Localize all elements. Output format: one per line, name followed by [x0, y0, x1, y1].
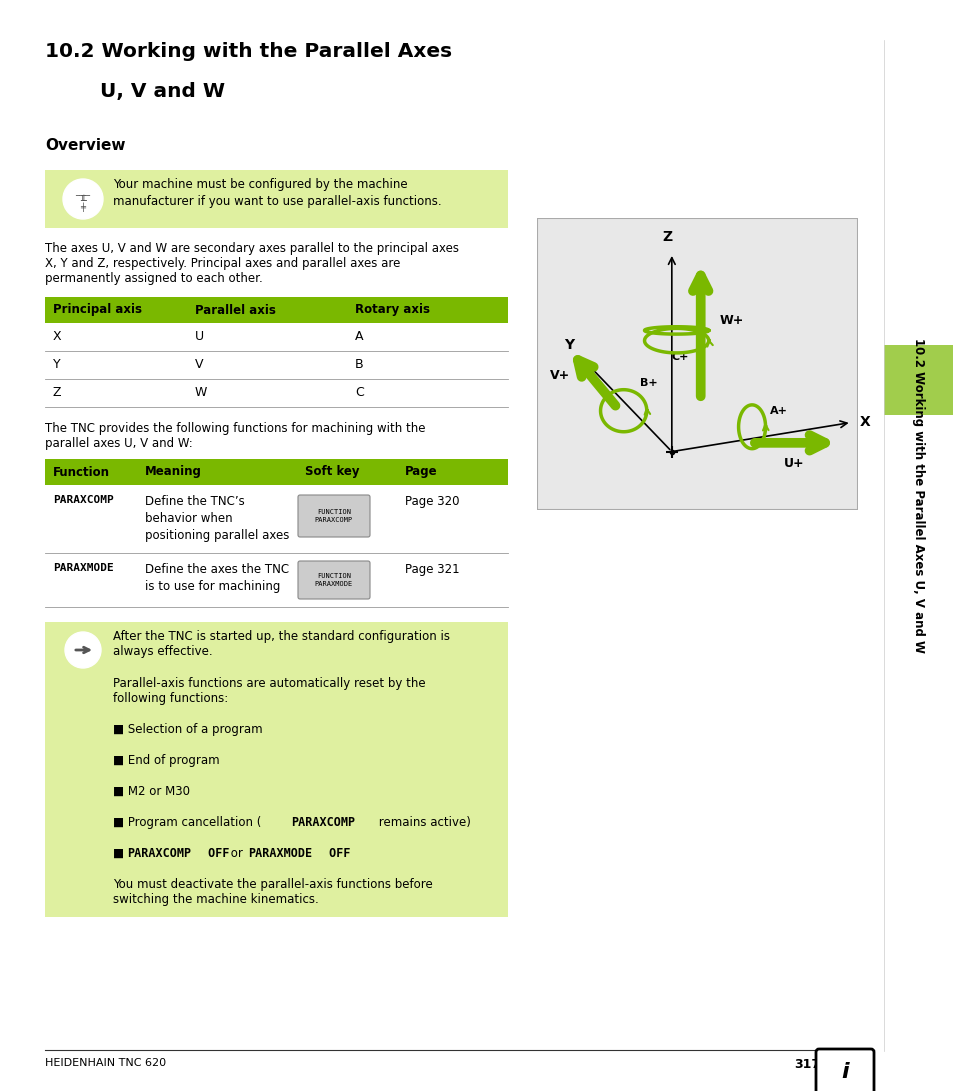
Text: Principal axis: Principal axis [53, 303, 142, 316]
Bar [45, 170, 507, 228]
Text: Soft key: Soft key [305, 466, 359, 479]
Text: U+: U+ [782, 457, 803, 470]
Text: ■ Selection of a program: ■ Selection of a program [112, 723, 262, 736]
Text: ■ M2 or M30: ■ M2 or M30 [112, 786, 190, 798]
Text: Function: Function [53, 466, 110, 479]
Text: Page 320: Page 320 [405, 495, 459, 508]
Text: B: B [355, 359, 363, 372]
Text: Define the axes the TNC
is to use for machining: Define the axes the TNC is to use for ma… [145, 563, 289, 594]
Text: HEIDENHAIN TNC 620: HEIDENHAIN TNC 620 [45, 1058, 166, 1068]
Text: OFF: OFF [322, 847, 350, 860]
Text: The axes U, V and W are secondary axes parallel to the principal axes: The axes U, V and W are secondary axes p… [45, 242, 458, 255]
Text: ─┬─: ─┬─ [75, 191, 91, 200]
FancyBboxPatch shape [815, 1050, 873, 1091]
Bar [883, 345, 953, 415]
Text: PARAXCOMP: PARAXCOMP [127, 847, 191, 860]
Text: switching the machine kinematics.: switching the machine kinematics. [112, 894, 318, 907]
Text: W+: W+ [720, 314, 743, 326]
FancyBboxPatch shape [297, 495, 370, 537]
Text: ■: ■ [112, 847, 128, 860]
FancyBboxPatch shape [297, 561, 370, 599]
Text: C+: C+ [671, 351, 688, 361]
Text: V: V [194, 359, 203, 372]
Text: FUNCTION
PARAXMODE: FUNCTION PARAXMODE [314, 573, 353, 587]
Text: ╪: ╪ [80, 202, 86, 212]
Text: Parallel-axis functions are automatically reset by the: Parallel-axis functions are automaticall… [112, 676, 425, 690]
Text: Page: Page [405, 466, 437, 479]
Text: W: W [194, 386, 207, 399]
Text: ■ Program cancellation (: ■ Program cancellation ( [112, 816, 261, 829]
Text: OFF: OFF [201, 847, 230, 860]
Text: Overview: Overview [45, 137, 126, 153]
Text: 10.2 Working with the Parallel Axes: 10.2 Working with the Parallel Axes [45, 41, 452, 61]
Text: ■ End of program: ■ End of program [112, 754, 219, 767]
Text: X, Y and Z, respectively. Principal axes and parallel axes are: X, Y and Z, respectively. Principal axes… [45, 257, 400, 269]
Text: Meaning: Meaning [145, 466, 202, 479]
Text: or: or [227, 847, 247, 860]
Text: PARAXMODE: PARAXMODE [248, 847, 312, 860]
Text: parallel axes U, V and W:: parallel axes U, V and W: [45, 437, 193, 449]
Text: Y: Y [563, 338, 574, 352]
Text: V+: V+ [549, 369, 570, 382]
Bar [883, 0, 953, 1091]
Text: C: C [355, 386, 363, 399]
Text: ┴: ┴ [80, 196, 86, 206]
Text: A: A [355, 331, 363, 344]
Text: Page 321: Page 321 [405, 563, 459, 576]
Text: You must deactivate the parallel-axis functions before: You must deactivate the parallel-axis fu… [112, 878, 433, 891]
Bar [45, 459, 507, 485]
Text: always effective.: always effective. [112, 646, 213, 659]
Bar [45, 297, 507, 323]
Text: PARAXCOMP: PARAXCOMP [291, 816, 355, 829]
Text: permanently assigned to each other.: permanently assigned to each other. [45, 272, 262, 285]
Text: After the TNC is started up, the standard configuration is: After the TNC is started up, the standar… [112, 630, 450, 643]
Text: 10.2 Working with the Parallel Axes U, V and W: 10.2 Working with the Parallel Axes U, V… [911, 338, 924, 654]
Circle shape [65, 632, 101, 668]
Text: Z: Z [661, 230, 671, 244]
Bar [45, 622, 507, 918]
Text: i: i [841, 1062, 848, 1082]
Circle shape [63, 179, 103, 219]
Text: The TNC provides the following functions for machining with the: The TNC provides the following functions… [45, 422, 425, 435]
Text: remains active): remains active) [375, 816, 471, 829]
Text: 317: 317 [793, 1058, 820, 1071]
Text: X: X [53, 331, 62, 344]
Text: PARAXMODE: PARAXMODE [53, 563, 113, 573]
Text: Z: Z [53, 386, 61, 399]
Text: A+: A+ [769, 406, 787, 416]
Text: X: X [859, 416, 869, 430]
Text: U, V and W: U, V and W [100, 82, 225, 101]
Text: B+: B+ [639, 377, 657, 388]
Text: Y: Y [53, 359, 61, 372]
Text: Define the TNC’s
behavior when
positioning parallel axes: Define the TNC’s behavior when positioni… [145, 495, 289, 542]
Text: FUNCTION
PARAXCOMP: FUNCTION PARAXCOMP [314, 509, 353, 523]
Text: following functions:: following functions: [112, 692, 228, 705]
Text: Your machine must be configured by the machine
manufacturer if you want to use p: Your machine must be configured by the m… [112, 178, 441, 208]
Text: Parallel axis: Parallel axis [194, 303, 275, 316]
Text: PARAXCOMP: PARAXCOMP [53, 495, 113, 505]
Text: Rotary axis: Rotary axis [355, 303, 430, 316]
Text: U: U [194, 331, 204, 344]
